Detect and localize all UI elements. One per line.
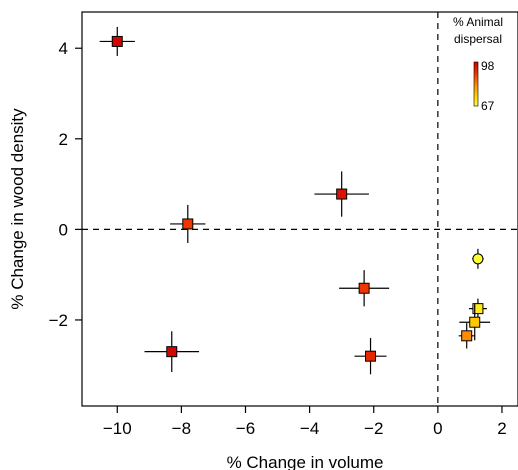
y-tick-label: −2 [49,311,68,330]
x-tick-label: −4 [300,419,319,438]
legend-max-label: 98 [481,59,495,73]
legend-title-line1: % Animal [453,15,503,29]
y-tick-label: 4 [59,39,68,58]
data-point [314,171,369,217]
point-marker-square [111,35,123,47]
x-tick-label: −10 [103,419,132,438]
legend-colorbar [473,61,479,107]
x-axis-label: % Change in volume [227,453,384,470]
legend-min-label: 67 [481,99,495,113]
data-point [170,204,206,243]
point-marker-square [358,282,370,294]
data-point [472,248,484,269]
point-marker-square [461,330,473,342]
data-point [458,323,475,349]
data-point [459,304,491,341]
point-marker-square [472,303,484,315]
y-tick-label: 0 [59,220,68,239]
data-point [354,338,387,375]
x-tick-label: −2 [364,419,383,438]
data-point [468,298,487,319]
point-marker-square [166,346,178,358]
x-axis: −10 −8 −6 −4 −2 0 2 [103,406,507,438]
y-axis-label: % Change in wood density [8,108,27,310]
data-point [99,26,135,56]
data-points [99,26,491,375]
x-tick-label: −8 [172,419,191,438]
x-tick-label: 0 [433,419,442,438]
point-marker-square [336,188,348,200]
x-tick-label: −6 [236,419,255,438]
data-point [339,270,390,307]
data-point [144,331,200,373]
reference-lines [82,12,518,406]
point-marker-square [365,350,377,362]
plot-area [82,12,518,406]
plot-frame [81,11,518,407]
legend-title-line2: dispersal [454,32,502,46]
legend: % Animal dispersal 98 67 [453,15,503,113]
y-axis: −2 0 2 4 [49,39,82,330]
x-tick-label: 2 [497,419,506,438]
point-marker-square [469,316,481,328]
y-tick-label: 2 [59,130,68,149]
point-marker-square [182,218,194,230]
point-marker-circle [472,253,484,265]
